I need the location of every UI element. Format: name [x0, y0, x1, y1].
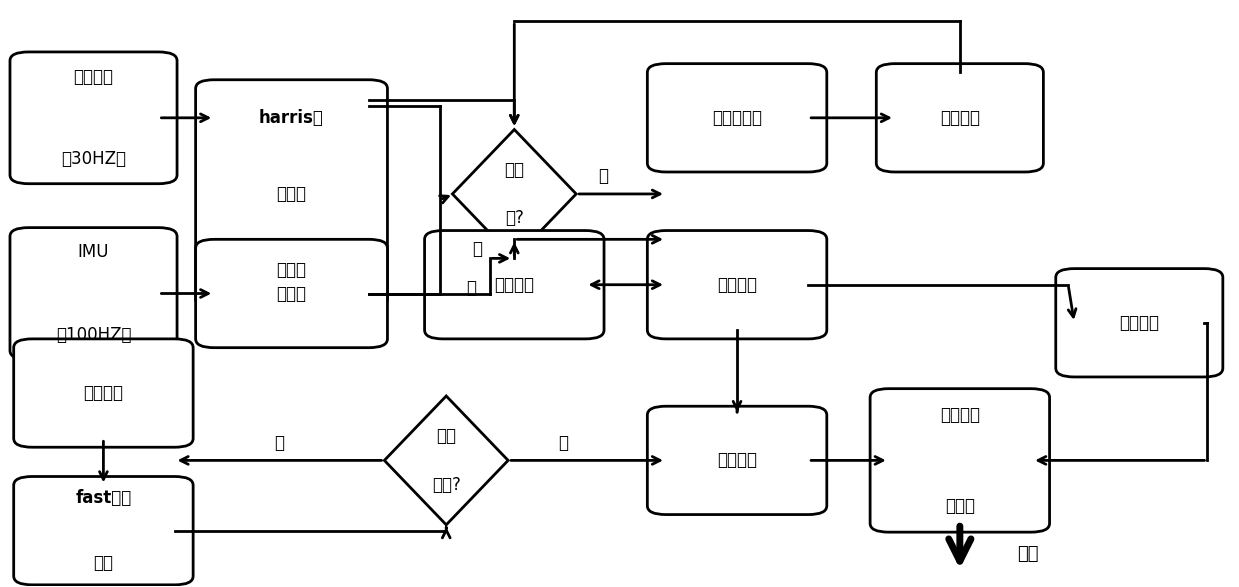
Text: 初始: 初始 [504, 161, 524, 179]
Text: IMU: IMU [78, 244, 109, 261]
Text: harris角: harris角 [259, 109, 323, 127]
Text: 局部地图: 局部地图 [494, 276, 534, 294]
Text: 图优化: 图优化 [945, 497, 975, 515]
Text: 是: 是 [559, 434, 569, 452]
Text: 否: 否 [598, 167, 608, 185]
FancyBboxPatch shape [425, 231, 605, 339]
FancyBboxPatch shape [14, 477, 193, 585]
Text: 化?: 化? [504, 209, 524, 227]
FancyBboxPatch shape [196, 80, 388, 308]
Text: 视觉里程计: 视觉里程计 [712, 109, 762, 127]
FancyBboxPatch shape [196, 239, 388, 348]
Text: 和跟踪: 和跟踪 [276, 261, 306, 279]
Text: 预积分: 预积分 [276, 285, 306, 302]
FancyBboxPatch shape [647, 231, 826, 339]
Text: 回环: 回环 [436, 427, 456, 446]
FancyBboxPatch shape [870, 389, 1049, 532]
FancyBboxPatch shape [14, 339, 193, 447]
FancyBboxPatch shape [10, 52, 177, 184]
Text: （30HZ）: （30HZ） [61, 150, 126, 168]
Text: 是: 是 [466, 279, 476, 296]
Text: 后端优化: 后端优化 [1119, 314, 1160, 332]
Text: 外参标定: 外参标定 [940, 109, 980, 127]
Polygon shape [384, 396, 508, 525]
Text: 检测?: 检测? [432, 475, 461, 494]
FancyBboxPatch shape [647, 406, 826, 515]
Text: 否: 否 [275, 434, 285, 452]
Text: 全局位姿: 全局位姿 [940, 406, 980, 424]
FancyBboxPatch shape [1056, 269, 1223, 377]
Text: （100HZ）: （100HZ） [56, 326, 131, 343]
Text: 点提取: 点提取 [276, 185, 306, 203]
Text: 特征词袋: 特征词袋 [83, 384, 124, 402]
FancyBboxPatch shape [10, 228, 177, 359]
Text: 输出: 输出 [1017, 545, 1038, 563]
FancyBboxPatch shape [647, 63, 826, 172]
Text: 是: 是 [472, 240, 482, 258]
Text: 滑动窗口: 滑动窗口 [717, 276, 757, 294]
Polygon shape [452, 130, 576, 258]
Text: 深度相机: 深度相机 [73, 68, 114, 86]
Text: 提取: 提取 [93, 554, 114, 572]
Text: fast角点: fast角点 [76, 489, 131, 507]
FancyBboxPatch shape [876, 63, 1043, 172]
Text: 关键帧库: 关键帧库 [717, 451, 757, 470]
